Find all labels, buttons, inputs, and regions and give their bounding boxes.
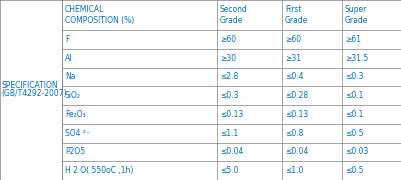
Text: ≤1.0: ≤1.0 <box>284 166 303 175</box>
Text: ≤5.0: ≤5.0 <box>219 166 238 175</box>
Text: ≤0.8: ≤0.8 <box>284 129 303 138</box>
Text: H 2 O( 550oC ,1h): H 2 O( 550oC ,1h) <box>65 166 133 175</box>
Text: ≤0.13: ≤0.13 <box>219 110 243 119</box>
Text: ≤0.4: ≤0.4 <box>284 72 303 81</box>
Text: F: F <box>65 35 69 44</box>
Text: Al: Al <box>65 54 72 63</box>
Text: ≤0.3: ≤0.3 <box>344 72 363 81</box>
Text: ≤0.03: ≤0.03 <box>344 147 367 156</box>
Text: (GB/T4292-2007): (GB/T4292-2007) <box>1 89 67 98</box>
Text: ≤0.04: ≤0.04 <box>284 147 308 156</box>
Text: ≤0.13: ≤0.13 <box>284 110 308 119</box>
Text: ≤0.1: ≤0.1 <box>344 110 363 119</box>
Text: ≤0.5: ≤0.5 <box>344 166 363 175</box>
Text: Super
Grade: Super Grade <box>344 5 367 25</box>
Text: SO4 ²⁻: SO4 ²⁻ <box>65 129 90 138</box>
Text: ≤2.8: ≤2.8 <box>219 72 238 81</box>
Text: ≥60: ≥60 <box>284 35 300 44</box>
Text: ≤0.1: ≤0.1 <box>344 91 363 100</box>
Text: ≤0.3: ≤0.3 <box>219 91 238 100</box>
Text: ≥60: ≥60 <box>219 35 235 44</box>
Text: ≥30: ≥30 <box>219 54 235 63</box>
Text: SPECIFICATION: SPECIFICATION <box>1 82 57 91</box>
Text: ≤1.1: ≤1.1 <box>219 129 238 138</box>
Text: Na: Na <box>65 72 75 81</box>
Text: ≥31.5: ≥31.5 <box>344 54 367 63</box>
Text: SiO₂: SiO₂ <box>65 91 81 100</box>
Text: ≤0.04: ≤0.04 <box>219 147 243 156</box>
Text: ≤0.5: ≤0.5 <box>344 129 363 138</box>
Text: ≥31: ≥31 <box>284 54 300 63</box>
Text: CHEMICAL
COMPOSITION (%): CHEMICAL COMPOSITION (%) <box>65 5 134 25</box>
Text: P2O5: P2O5 <box>65 147 85 156</box>
Text: ≥61: ≥61 <box>344 35 360 44</box>
Text: Fe₂O₃: Fe₂O₃ <box>65 110 85 119</box>
Text: Second
Grade: Second Grade <box>219 5 247 25</box>
Text: First
Grade: First Grade <box>284 5 308 25</box>
Text: ≤0.28: ≤0.28 <box>284 91 307 100</box>
